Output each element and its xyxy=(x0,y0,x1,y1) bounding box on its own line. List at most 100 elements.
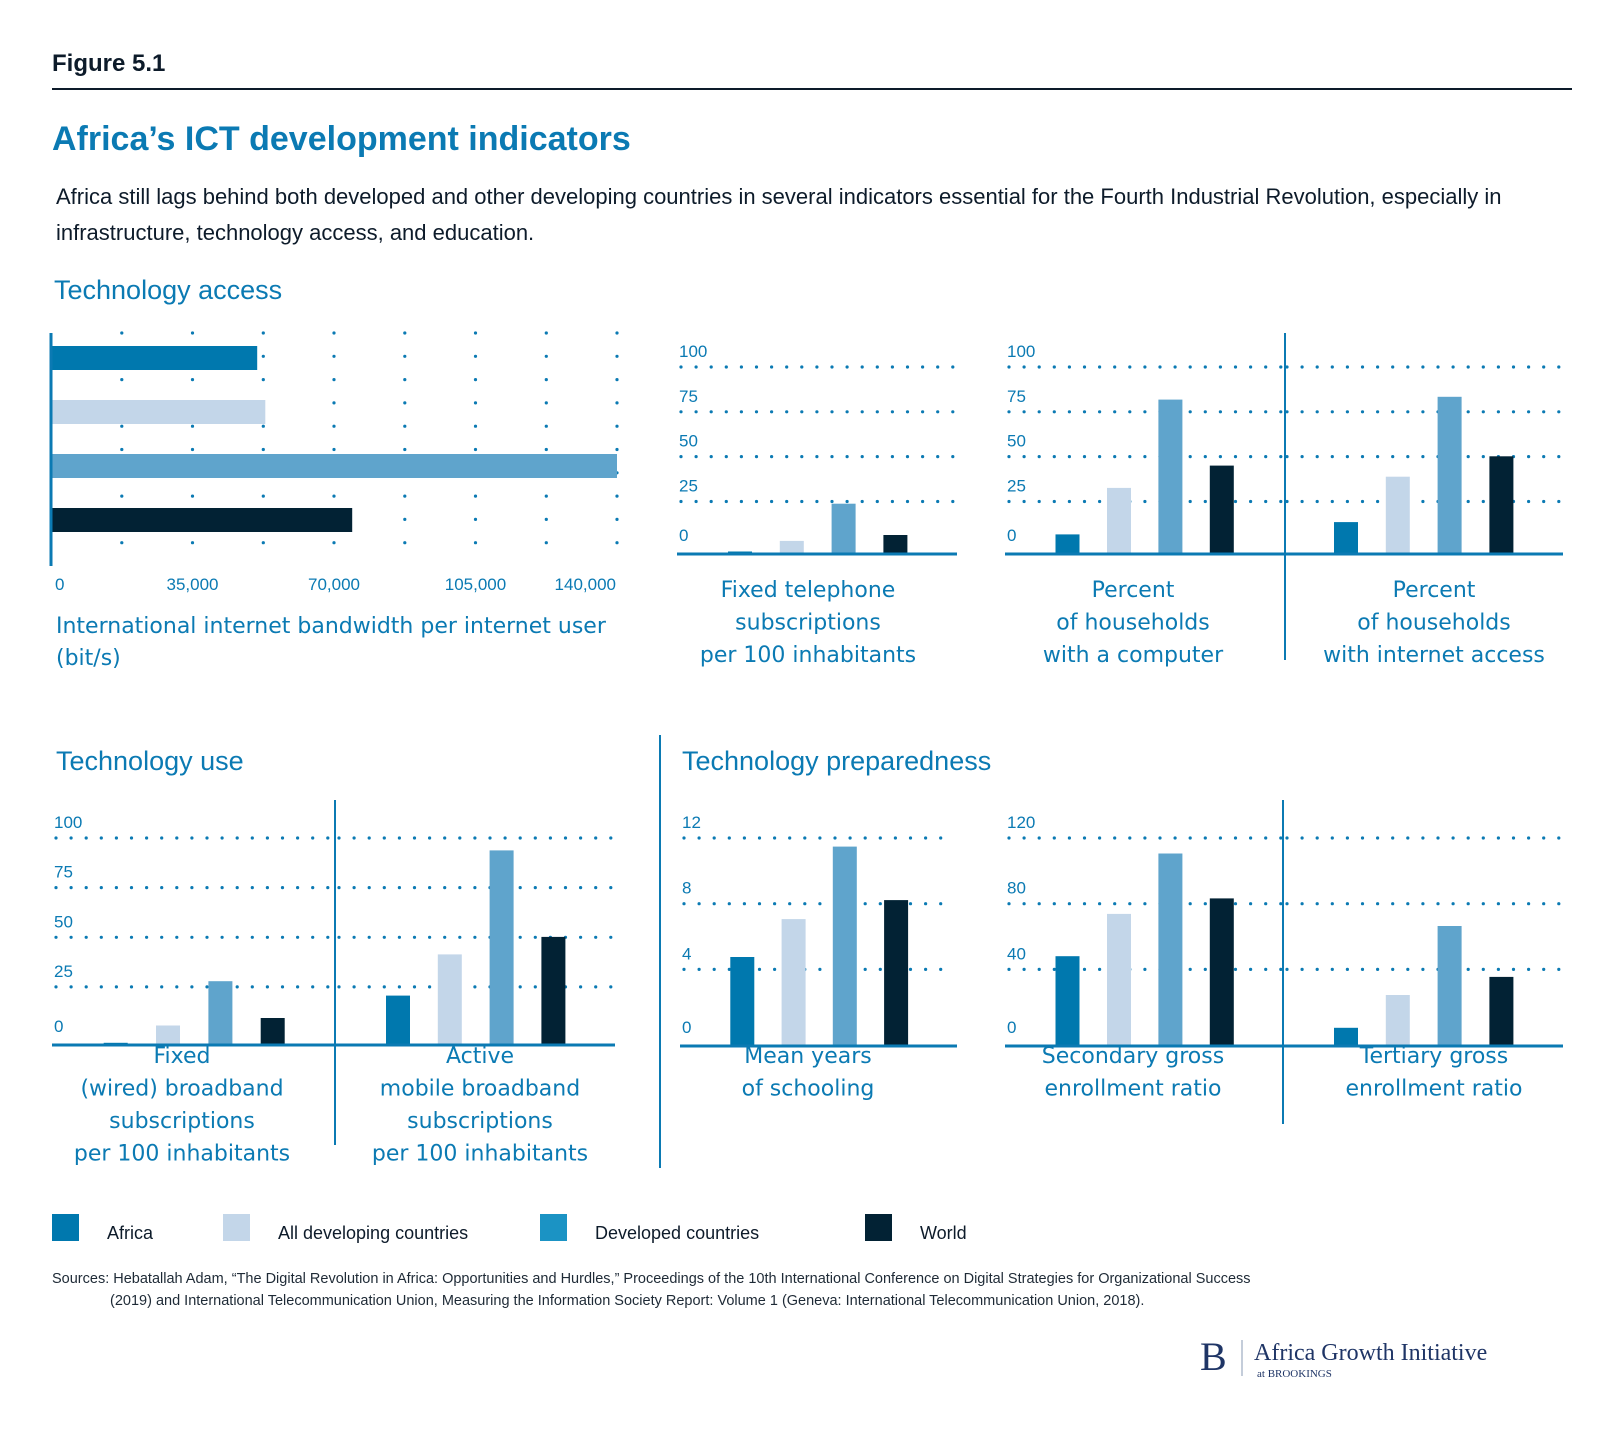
gridline-dot xyxy=(1143,455,1147,459)
gridline-dot xyxy=(1143,365,1147,369)
gridline-dot xyxy=(1233,455,1238,459)
gridline-dot xyxy=(936,455,940,459)
gridline-dot xyxy=(679,410,683,414)
gridline-dot xyxy=(1376,365,1380,369)
gridline-dot xyxy=(830,410,834,414)
gridline-dot xyxy=(352,836,356,840)
logo-letter: B xyxy=(1200,1334,1227,1379)
gridline-dot xyxy=(382,935,386,939)
gridline-dot xyxy=(724,455,728,459)
gridline-dot xyxy=(1067,455,1071,459)
gridline-dot xyxy=(1345,455,1349,459)
gridline-dot xyxy=(1315,365,1319,369)
gridline-dot xyxy=(1143,902,1147,906)
gridline-dot xyxy=(160,886,164,890)
bar-fixed-broadband-developed xyxy=(208,981,233,1044)
gridline-dot xyxy=(1249,410,1253,414)
gridline-dot xyxy=(145,836,149,840)
chart-label-line: of households xyxy=(1357,611,1510,636)
gridline-dot xyxy=(533,836,537,840)
legend-swatch xyxy=(865,1214,892,1241)
gridline-dot xyxy=(205,985,209,989)
gridline-dot xyxy=(1360,499,1365,504)
gridline-dot xyxy=(785,410,789,414)
gridline-dot xyxy=(679,365,683,369)
gridline-dot xyxy=(280,935,285,939)
gridline-dot xyxy=(332,354,336,358)
gridline-dot xyxy=(518,985,522,989)
gridline-dot xyxy=(921,499,925,504)
bar-tertiary-enrollment-africa xyxy=(1334,1027,1358,1046)
gridline-dot xyxy=(1249,836,1253,840)
gridline-dot xyxy=(1279,365,1283,369)
gridline-dot xyxy=(727,967,731,972)
gridline-dot xyxy=(518,935,522,939)
gridline-dot xyxy=(757,902,762,906)
gridline-dot xyxy=(1345,365,1349,369)
legend-label: Africa xyxy=(107,1223,154,1243)
gridline-dot xyxy=(403,447,407,452)
gridline-dot xyxy=(1249,499,1253,504)
gridline-dot xyxy=(129,836,134,840)
figure-label: Figure 5.1 xyxy=(52,50,165,77)
gridline-dot xyxy=(815,499,819,504)
gridline-dot xyxy=(724,410,728,414)
x-tick-label: 35,000 xyxy=(167,575,219,594)
gridline-dot xyxy=(1481,902,1485,906)
bar-households-computer-world xyxy=(1209,465,1234,553)
gridline-dot xyxy=(265,886,269,890)
gridline-dot xyxy=(1360,967,1365,972)
gridline-dot xyxy=(443,836,447,840)
gridline-dot xyxy=(1376,499,1380,504)
gridline-dot xyxy=(1315,410,1319,414)
gridline-dot xyxy=(190,447,195,452)
gridline-dot xyxy=(250,836,254,840)
gridline-dot xyxy=(863,967,867,972)
gridline-dot xyxy=(739,410,744,414)
gridline-dot xyxy=(939,967,943,972)
gridline-dot xyxy=(403,541,407,545)
gridline-dot xyxy=(1279,836,1283,840)
gridline-dot xyxy=(615,447,619,452)
gridline-dot xyxy=(1188,455,1192,459)
bar-households-computer-developing xyxy=(1107,487,1131,553)
gridline-dot xyxy=(1496,902,1500,906)
x-tick-label: 105,000 xyxy=(445,575,506,594)
figure-title: Africa’s ICT development indicators xyxy=(52,120,631,158)
bar-fixed-broadband-africa xyxy=(103,1042,128,1044)
bar-mean-schooling-africa xyxy=(730,957,755,1045)
gridline-dot xyxy=(1052,902,1056,906)
sources-line-2: (2019) and International Telecommunicati… xyxy=(110,1293,1144,1309)
gridline-dot xyxy=(205,836,209,840)
section-title-access: Technology access xyxy=(54,275,282,305)
gridline-dot xyxy=(428,985,432,989)
gridline-dot xyxy=(1279,410,1283,414)
gridline-dot xyxy=(326,836,330,840)
gridline-dot xyxy=(1067,410,1071,414)
gridline-dot xyxy=(1143,967,1147,972)
gridline-dot xyxy=(1466,902,1470,906)
legend: Africa All developing countries Developed … xyxy=(52,1214,967,1243)
gridline-dot xyxy=(905,365,910,369)
gridline-dot xyxy=(924,967,928,972)
gridline-dot xyxy=(1285,836,1289,840)
chart-label-line: Secondary gross xyxy=(1042,1044,1224,1069)
chart-label-line: Percent xyxy=(1092,578,1175,603)
gridline-dot xyxy=(1007,902,1011,906)
gridline-dot xyxy=(1264,410,1268,414)
gridline-dot xyxy=(1218,410,1222,414)
gridline-dot xyxy=(367,886,371,890)
gridline-dot xyxy=(367,836,371,840)
gridline-dot xyxy=(939,836,943,840)
gridline-dot xyxy=(337,836,341,840)
gridline-dot xyxy=(1315,499,1319,504)
gridline-dot xyxy=(1557,455,1561,459)
gridline-dot xyxy=(1391,902,1395,906)
y-tick-label: 120 xyxy=(1007,813,1035,832)
gridline-dot xyxy=(1376,836,1380,840)
legend-swatch xyxy=(540,1214,567,1241)
gridline-dot xyxy=(1421,836,1425,840)
gridline-dot xyxy=(250,886,254,890)
gridline-dot xyxy=(332,378,336,382)
gridline-dot xyxy=(1128,410,1132,414)
